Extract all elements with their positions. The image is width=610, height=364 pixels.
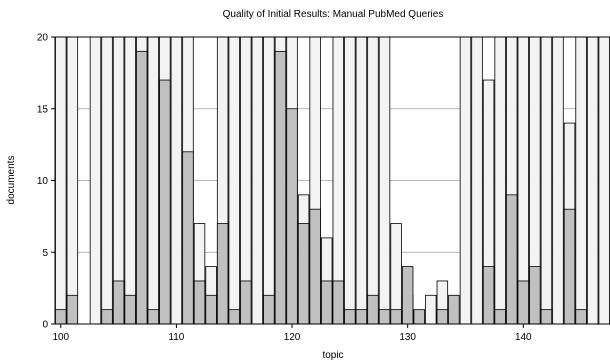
bar-total	[263, 36, 275, 325]
bar-relevant	[274, 50, 287, 325]
bar-relevant	[101, 309, 113, 325]
bar-total	[124, 36, 136, 325]
bar-total	[89, 36, 102, 325]
bar-relevant	[297, 223, 310, 325]
bar-total	[575, 36, 587, 325]
bar-total	[170, 36, 183, 325]
x-tick-label: 140	[515, 332, 532, 343]
bar-relevant	[413, 309, 425, 325]
bar-total	[494, 36, 506, 325]
bar-relevant	[563, 208, 576, 325]
bar-relevant	[367, 294, 379, 325]
y-axis-label: documents	[6, 156, 17, 205]
y-tick-label: 20	[37, 33, 49, 44]
bar-total	[55, 36, 67, 325]
bar-total	[228, 36, 240, 325]
bar-total	[147, 36, 159, 325]
x-tick-label: 120	[284, 332, 301, 343]
bar-relevant	[332, 280, 344, 325]
bar-total	[344, 36, 356, 325]
bar-relevant	[529, 266, 541, 325]
bar-total	[459, 36, 472, 325]
bar-relevant	[355, 309, 368, 325]
bar-total	[390, 223, 402, 325]
bar-relevant	[540, 309, 553, 325]
bar-relevant	[135, 50, 148, 325]
x-tick-label: 110	[168, 332, 184, 343]
bar-relevant	[390, 309, 402, 325]
y-axis: 0 5 10 15 20	[37, 33, 55, 331]
y-tick-label: 5	[42, 248, 48, 259]
y-tick-label: 15	[37, 104, 49, 115]
bar-total	[598, 36, 610, 325]
bar-relevant	[436, 309, 449, 325]
bar-total	[425, 294, 437, 325]
bar-relevant	[182, 151, 194, 325]
bar-relevant	[286, 108, 298, 325]
bar-relevant	[517, 280, 530, 325]
bar-relevant	[240, 280, 252, 325]
bar-relevant	[147, 309, 159, 325]
bar-total	[471, 36, 483, 325]
bar-relevant	[505, 194, 518, 325]
bar-relevant	[159, 79, 171, 325]
y-tick-label: 10	[37, 176, 49, 187]
bar-relevant	[448, 294, 460, 325]
chart-title: Quality of Initial Results: Manual PubMe…	[223, 9, 444, 20]
bar-relevant	[494, 309, 506, 325]
bar-relevant	[401, 266, 414, 325]
bar-relevant	[112, 280, 125, 325]
bar-total	[367, 36, 379, 325]
bar-relevant	[216, 223, 229, 325]
bar-relevant	[320, 280, 333, 325]
bar-relevant	[309, 208, 321, 325]
bar-total	[552, 36, 564, 325]
bar-relevant	[482, 266, 495, 325]
x-tick-label: 130	[399, 332, 416, 343]
bar-relevant	[263, 294, 275, 325]
x-axis-label: topic	[322, 350, 343, 361]
bar-relevant	[575, 309, 587, 325]
bar-relevant	[193, 280, 206, 325]
bar-total	[101, 36, 113, 325]
bar-relevant	[205, 294, 217, 325]
x-axis: 100 110 120 130 140	[52, 324, 532, 343]
bar-total	[586, 36, 599, 325]
y-tick-label: 0	[42, 320, 48, 331]
bar-total	[66, 36, 79, 325]
bar-total	[355, 36, 368, 325]
gridlines	[55, 108, 610, 253]
bar-total	[540, 36, 553, 325]
bar-relevant	[228, 309, 240, 325]
x-tick-label: 100	[52, 332, 69, 343]
bar-relevant	[124, 294, 136, 325]
bar-total	[251, 36, 264, 325]
bar-relevant	[344, 309, 356, 325]
bar-relevant	[55, 309, 67, 325]
bar-relevant	[378, 309, 391, 325]
bar-total	[378, 36, 391, 325]
bar-relevant	[66, 294, 79, 325]
